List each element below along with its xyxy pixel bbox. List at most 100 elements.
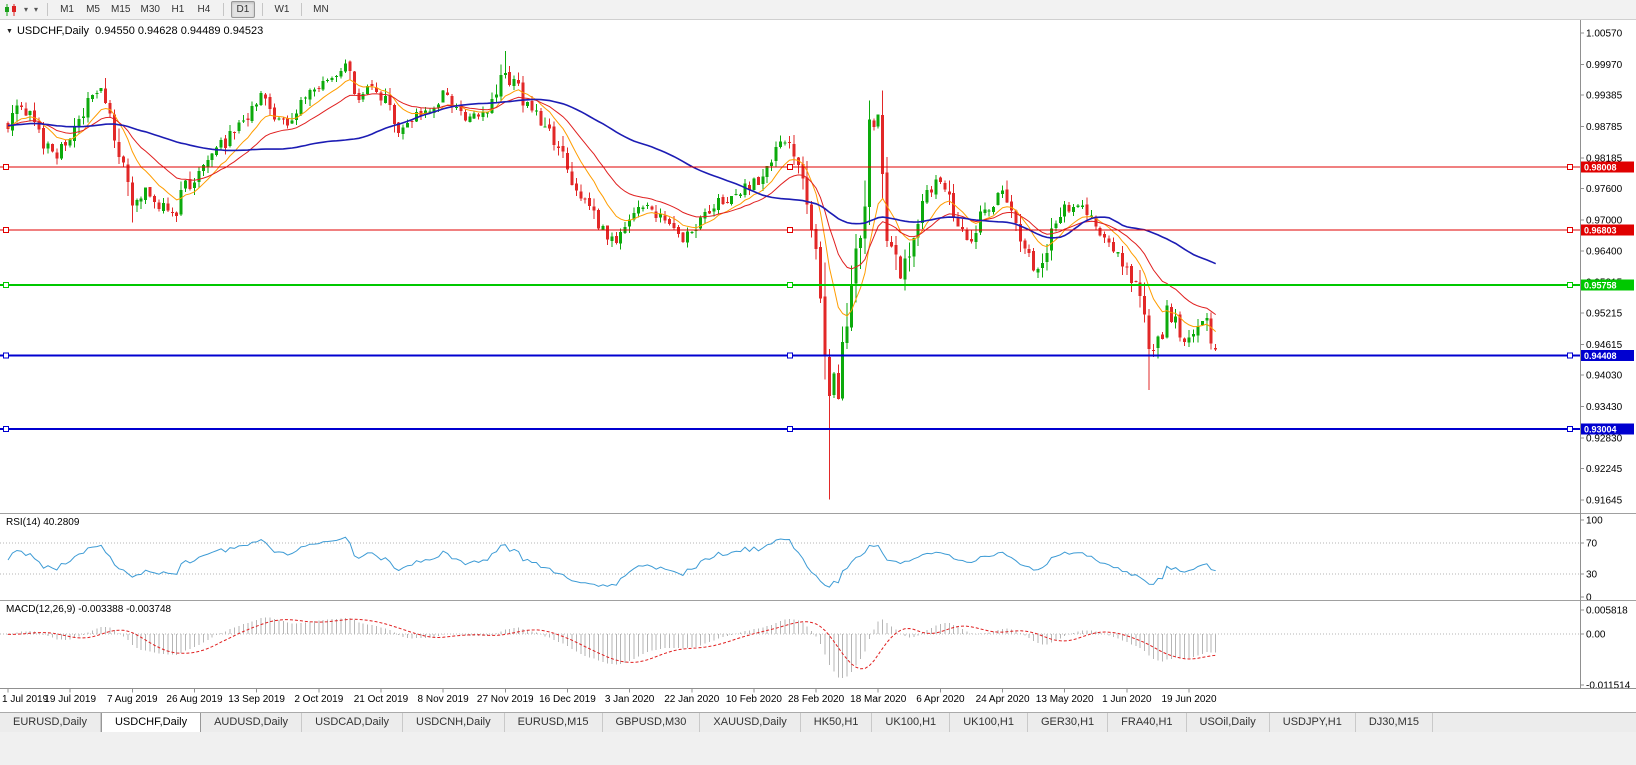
rsi-pane: 100 70 30 0 [0,516,1603,604]
chart-tab-eurusd-daily[interactable]: EURUSD,Daily [0,713,101,732]
svg-text:0.98008: 0.98008 [1584,163,1617,173]
chart-title: ▼ USDCHF,Daily 0.94550 0.94628 0.94489 0.9… [6,25,263,37]
price-axis-label: 0.98185 [1586,153,1623,164]
toolbar-divider [222,3,224,16]
price-axis: 1.00570 0.99970 0.99385 0.98785 0.98185 0.976… [1580,29,1623,507]
macd-label: MACD(12,26,9) -0.003388 -0.003748 [6,604,172,615]
timeframe-button-m5[interactable]: M5 [86,4,100,15]
ma-fast [7,79,1217,332]
rsi-axis-label: 30 [1586,569,1598,580]
price-axis-label: 0.94030 [1586,371,1623,382]
price-axis-label: 0.97000 [1586,215,1623,226]
hline-0.96803[interactable]: 0.96803 [0,224,1634,236]
date-axis-label: 1 Jul 2019 [2,694,49,705]
date-axis-label: 21 Oct 2019 [354,694,409,705]
svg-text:0.94408: 0.94408 [1584,351,1617,361]
date-axis-label: 13 Sep 2019 [228,694,285,705]
chart-tab-ger30-h1[interactable]: GER30,H1 [1027,713,1109,732]
timeframe-buttons: M1 M5 M15 M30 H1 H4 D1 W1 MN [54,1,334,18]
status-bar [0,732,1636,765]
chart-canvas[interactable]: 1.00570 0.99970 0.99385 0.98785 0.98185 0.976… [0,20,1636,712]
price-axis-label: 0.95215 [1586,309,1623,320]
timeframe-toolbar: ▾ ▾ M1 M5 M15 M30 H1 H4 D1 W1 MN [0,0,1636,20]
chart-tab-gbpusd-m30[interactable]: GBPUSD,M30 [602,713,701,732]
rsi-axis-label: 0 [1586,593,1592,604]
date-axis-label: 8 Nov 2019 [418,694,470,705]
date-axis-label: 6 Apr 2020 [916,694,965,705]
price-axis-label: 0.97600 [1586,184,1623,195]
date-axis-label: 7 Aug 2019 [107,694,158,705]
chart-tab-dj30-m15[interactable]: DJ30,M15 [1355,713,1433,732]
svg-text:0.93004: 0.93004 [1584,424,1617,434]
date-axis-label: 26 Aug 2019 [166,694,223,705]
toolbar-divider [47,3,49,16]
date-axis-label: 19 Jun 2020 [1162,694,1217,705]
chart-tab-usdcnh-daily[interactable]: USDCNH,Daily [403,713,505,732]
ma-medium [7,93,1216,316]
timeframe-button-h1[interactable]: H1 [171,4,185,15]
rsi-axis-label: 100 [1586,516,1603,527]
zoom-dropdown-icon[interactable]: ▾ [34,5,39,14]
date-axis-label: 1 Jun 2020 [1102,694,1152,705]
date-axis-label: 27 Nov 2019 [477,694,534,705]
chart-type-dropdown-icon[interactable]: ▾ [24,5,29,14]
price-axis-label: 0.93430 [1586,402,1623,413]
price-axis-label: 0.99970 [1586,60,1623,71]
chart-tab-usdcad-daily[interactable]: USDCAD,Daily [302,713,404,732]
collapse-triangle-icon[interactable]: ▼ [6,28,13,35]
chart-tab-fra40-h1[interactable]: FRA40,H1 [1108,713,1187,732]
candlestick-chart-icon[interactable] [4,3,19,16]
candles-layer [6,50,1218,500]
timeframe-button-m1[interactable]: M1 [60,4,74,15]
svg-text:0.95758: 0.95758 [1584,280,1617,290]
timeframe-button-m15[interactable]: M15 [111,4,131,15]
macd-axis-label: 0.005818 [1586,606,1628,617]
timeframe-button-mn[interactable]: MN [313,4,329,15]
ma-slow [7,98,1217,265]
chart-tab-uk100-h1[interactable]: UK100,H1 [950,713,1028,732]
date-axis-label: 19 Jul 2019 [44,694,96,705]
price-axis-label: 1.00570 [1586,29,1623,40]
chart-tabs: EURUSD,Daily USDCHF,Daily AUDUSD,Daily USDC… [0,713,1433,732]
price-axis-label: 0.92830 [1586,433,1623,444]
toolbar-divider [300,3,302,16]
timeframe-button-h4[interactable]: H4 [197,4,211,15]
date-axis-label: 3 Jan 2020 [605,694,655,705]
price-axis-label: 0.99385 [1586,91,1623,102]
svg-text:0.96803: 0.96803 [1584,226,1617,236]
chart-tab-eurusd-m15[interactable]: EURUSD,M15 [504,713,603,732]
ohlc-values: 0.94550 0.94628 0.94489 0.94523 [95,25,264,37]
date-axis-label: 2 Oct 2019 [294,694,343,705]
date-axis-label: 24 Apr 2020 [976,694,1030,705]
chart-tab-hk50-h1[interactable]: HK50,H1 [800,713,873,732]
date-axis-label: 18 Mar 2020 [850,694,907,705]
hline-0.93004[interactable]: 0.93004 [0,423,1634,435]
chart-tab-usdchf-daily[interactable]: USDCHF,Daily [100,713,202,732]
macd-signal-line [7,618,1216,670]
timeframe-button-w1[interactable]: W1 [274,4,290,15]
chart-tab-usdjpy-h1[interactable]: USDJPY,H1 [1269,713,1356,732]
symbol-timeframe-label: USDCHF,Daily [16,25,90,37]
hline-0.98008[interactable]: 0.98008 [0,161,1634,173]
chart-tab-uk100-h1[interactable]: UK100,H1 [872,713,951,732]
hline-0.95758[interactable]: 0.95758 [0,279,1634,291]
date-axis-label: 22 Jan 2020 [664,694,719,705]
chart-tab-audusd-daily[interactable]: AUDUSD,Daily [201,713,303,732]
date-axis-label: 10 Feb 2020 [726,694,783,705]
timeframe-button-m30[interactable]: M30 [140,4,160,15]
rsi-axis-label: 70 [1586,539,1598,550]
date-axis-label: 16 Dec 2019 [539,694,596,705]
chart-area[interactable]: 1.00570 0.99970 0.99385 0.98785 0.98185 0.976… [0,20,1636,712]
hline-0.94408[interactable]: 0.94408 [0,349,1634,361]
date-axis-label: 13 May 2020 [1036,694,1094,705]
chart-tab-xauusd-daily[interactable]: XAUUSD,Daily [700,713,801,732]
price-axis-label: 0.92245 [1586,464,1623,475]
macd-axis-label: -0.011514 [1586,681,1631,692]
timeframe-button-d1[interactable]: D1 [230,1,255,18]
price-axis-label: 0.96400 [1586,247,1623,258]
chart-tab-bar: EURUSD,Daily USDCHF,Daily AUDUSD,Daily USDC… [0,712,1636,732]
chart-tab-usoil-daily[interactable]: USOil,Daily [1186,713,1270,732]
rsi-line [7,536,1216,588]
